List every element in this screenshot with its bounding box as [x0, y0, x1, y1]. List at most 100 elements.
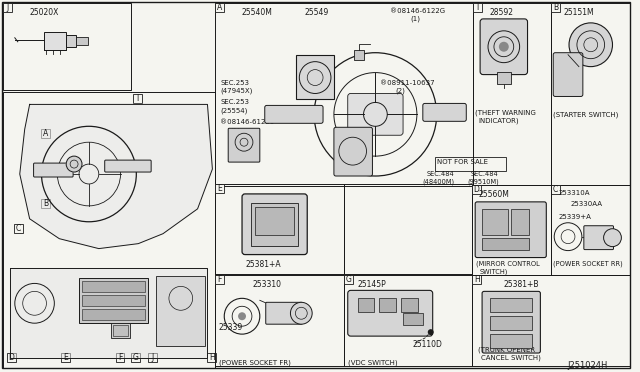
- Bar: [216, 275, 344, 366]
- Bar: [156, 276, 205, 346]
- FancyBboxPatch shape: [423, 103, 467, 121]
- Text: (THEFT WARNING: (THEFT WARNING: [475, 109, 536, 116]
- Text: J: J: [152, 353, 154, 362]
- Bar: [497, 71, 511, 84]
- FancyBboxPatch shape: [33, 163, 73, 177]
- Bar: [131, 353, 140, 362]
- Text: F: F: [218, 275, 222, 285]
- Text: (TRUNK OPENER: (TRUNK OPENER: [478, 346, 535, 353]
- Text: 25339: 25339: [218, 323, 243, 332]
- Text: 25330AA: 25330AA: [571, 201, 603, 207]
- Bar: [344, 184, 472, 275]
- Bar: [472, 275, 630, 366]
- Bar: [207, 353, 216, 362]
- Text: C: C: [553, 185, 558, 194]
- Bar: [14, 224, 23, 233]
- Text: (99510M): (99510M): [467, 179, 499, 186]
- Bar: [511, 209, 529, 235]
- Bar: [42, 199, 51, 208]
- Bar: [551, 3, 560, 12]
- Bar: [216, 275, 224, 285]
- Bar: [7, 353, 16, 362]
- Text: 253310A: 253310A: [558, 190, 589, 196]
- Text: H: H: [209, 353, 215, 362]
- Text: D: D: [474, 185, 479, 194]
- Bar: [216, 184, 344, 275]
- Bar: [3, 3, 131, 90]
- Text: 25330A: 25330A: [269, 313, 298, 322]
- Text: B: B: [44, 199, 49, 208]
- FancyBboxPatch shape: [475, 202, 547, 257]
- Bar: [82, 309, 145, 320]
- FancyBboxPatch shape: [584, 226, 614, 250]
- Text: (1): (1): [230, 127, 240, 134]
- Text: SWITCH): SWITCH): [480, 269, 509, 275]
- Text: (48400M): (48400M): [423, 179, 455, 186]
- Text: CANCEL SWITCH): CANCEL SWITCH): [481, 354, 541, 360]
- FancyBboxPatch shape: [242, 194, 307, 254]
- Text: (2): (2): [395, 87, 405, 94]
- Bar: [61, 353, 70, 362]
- Text: G: G: [346, 275, 351, 285]
- Text: A: A: [217, 3, 223, 12]
- Bar: [551, 185, 630, 275]
- Text: (25554): (25554): [220, 108, 248, 114]
- Circle shape: [291, 302, 312, 324]
- Text: E: E: [218, 184, 222, 193]
- Text: D: D: [8, 353, 14, 362]
- Bar: [482, 209, 508, 235]
- Bar: [111, 323, 131, 338]
- Text: ®08146-61220: ®08146-61220: [220, 119, 275, 125]
- Bar: [472, 185, 551, 275]
- Text: I: I: [137, 94, 139, 103]
- FancyBboxPatch shape: [553, 53, 583, 96]
- Circle shape: [499, 42, 509, 52]
- Text: 25020X: 25020X: [29, 8, 59, 17]
- Text: B: B: [553, 3, 558, 12]
- Text: 25560M: 25560M: [478, 190, 509, 199]
- Bar: [216, 3, 473, 186]
- Bar: [82, 295, 145, 306]
- Bar: [116, 353, 124, 362]
- Text: INDICATOR): INDICATOR): [478, 117, 519, 124]
- Text: (STARTER SWITCH): (STARTER SWITCH): [553, 111, 619, 118]
- Text: 28592: 28592: [489, 8, 513, 17]
- Text: (POWER SOCKET RR): (POWER SOCKET RR): [553, 260, 623, 267]
- FancyBboxPatch shape: [348, 93, 403, 135]
- Circle shape: [604, 229, 621, 247]
- Bar: [133, 94, 142, 103]
- FancyBboxPatch shape: [482, 291, 540, 353]
- Bar: [358, 298, 374, 312]
- Bar: [296, 55, 334, 99]
- Text: (1): (1): [410, 16, 420, 22]
- Text: (47945X): (47945X): [220, 87, 253, 94]
- FancyBboxPatch shape: [266, 302, 302, 324]
- Bar: [251, 203, 298, 246]
- Bar: [255, 207, 294, 235]
- FancyBboxPatch shape: [228, 128, 260, 162]
- FancyBboxPatch shape: [334, 127, 372, 176]
- Bar: [472, 185, 481, 194]
- Text: J: J: [6, 3, 8, 12]
- Bar: [216, 3, 224, 12]
- Bar: [435, 157, 506, 171]
- Text: J251024H: J251024H: [567, 361, 607, 370]
- Bar: [82, 282, 145, 292]
- Circle shape: [569, 23, 612, 67]
- Bar: [148, 353, 157, 362]
- Text: ®08146-6122G: ®08146-6122G: [390, 8, 445, 14]
- Bar: [76, 37, 88, 45]
- Text: 25540M: 25540M: [241, 8, 272, 17]
- FancyBboxPatch shape: [348, 291, 433, 336]
- Text: I: I: [477, 3, 479, 12]
- Bar: [403, 313, 423, 325]
- Text: NOT FOR SALE: NOT FOR SALE: [436, 159, 488, 165]
- FancyBboxPatch shape: [265, 105, 323, 123]
- Text: H: H: [474, 275, 479, 285]
- Bar: [551, 185, 560, 194]
- Text: 25151M: 25151M: [563, 8, 594, 17]
- Text: 25145P: 25145P: [358, 280, 387, 289]
- Text: SEC.484: SEC.484: [470, 171, 498, 177]
- Bar: [473, 3, 551, 185]
- Bar: [490, 298, 532, 312]
